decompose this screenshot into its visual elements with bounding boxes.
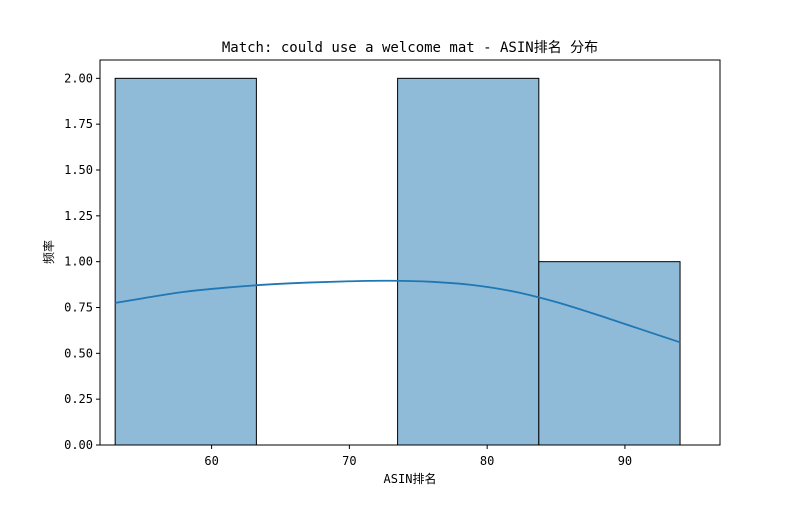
- x-tick-label: 70: [342, 454, 356, 468]
- y-tick-label: 0.25: [64, 392, 93, 406]
- kde-line: [115, 279, 681, 344]
- chart-title: Match: could use a welcome mat - ASIN排名 …: [222, 40, 598, 56]
- y-axis-ticks: 0.00 0.25 0.50 0.75 1.00 1.25 1.50 1.75 2.00: [64, 71, 100, 452]
- y-tick-label: 2.00: [64, 71, 93, 85]
- x-tick-label: 90: [618, 454, 632, 468]
- y-tick-label: 1.50: [64, 163, 93, 177]
- histogram-bar-2: [397, 77, 540, 446]
- y-tick-label: 1.00: [64, 255, 93, 269]
- y-tick-label: 0.50: [64, 346, 93, 360]
- x-axis-label: ASIN排名: [384, 471, 437, 486]
- y-tick-label: 0.00: [64, 438, 93, 452]
- bars-group: [114, 77, 681, 446]
- plot-frame: [99, 59, 721, 446]
- x-tick-label: 60: [204, 454, 218, 468]
- y-tick-label: 1.75: [64, 117, 93, 131]
- y-tick-label: 0.75: [64, 301, 93, 315]
- y-tick-label: 1.25: [64, 209, 93, 223]
- x-tick-label: 80: [480, 454, 494, 468]
- x-axis-ticks: 60 70 80 90: [204, 445, 632, 468]
- histogram-bar-0: [114, 77, 257, 446]
- y-axis-label: 频率: [41, 240, 56, 264]
- histogram-bar-3: [538, 261, 681, 446]
